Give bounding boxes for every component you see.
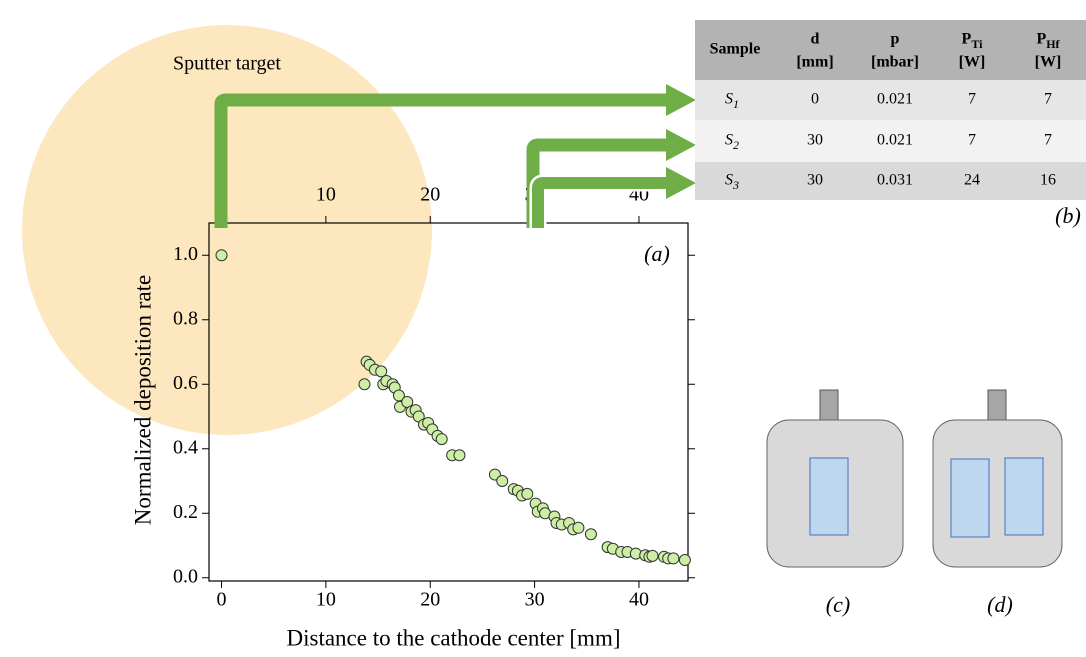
subscript: 1 xyxy=(733,97,739,111)
x-tick-label: 40 xyxy=(629,589,649,611)
point xyxy=(679,555,690,566)
point xyxy=(497,476,508,487)
cell-text: 7 xyxy=(1044,132,1052,149)
arrowhead xyxy=(666,84,696,116)
cell-text: p xyxy=(891,31,900,48)
point xyxy=(359,379,370,390)
point xyxy=(668,553,679,564)
x-tick-label: 30 xyxy=(525,589,545,611)
point xyxy=(647,550,658,561)
y-axis-label: Normalized deposition rate xyxy=(130,275,155,525)
tab xyxy=(820,390,838,424)
x-axis-label: Distance to the cathode center [mm] xyxy=(287,625,621,650)
point xyxy=(216,250,227,261)
cell-text: 0.021 xyxy=(877,132,913,149)
diagram-d xyxy=(933,390,1062,567)
point xyxy=(522,488,533,499)
cell-text: [mm] xyxy=(796,54,833,71)
cell-text: [W] xyxy=(1035,54,1062,71)
cell-text: Sample xyxy=(710,41,761,58)
panel-label: (b) xyxy=(1055,203,1081,228)
cell-text: [mbar] xyxy=(871,54,919,71)
point xyxy=(573,522,584,533)
arrowhead xyxy=(666,167,696,199)
point xyxy=(454,450,465,461)
y-tick-label: 0.4 xyxy=(173,436,198,458)
cell-text: d xyxy=(811,31,820,48)
figure: Sputter target 0010102020303040400.00.20… xyxy=(0,0,1086,657)
x-tick-label: 0 xyxy=(217,589,227,611)
panel-label: (d) xyxy=(987,592,1013,617)
cell-text: 0 xyxy=(811,91,819,108)
cell-text: 24 xyxy=(964,172,980,189)
subscript: 3 xyxy=(732,178,739,192)
substrate xyxy=(951,459,989,537)
substrate xyxy=(1005,458,1043,535)
cell-text: 7 xyxy=(968,91,976,108)
point xyxy=(436,434,447,445)
cell-text: 30 xyxy=(807,132,823,149)
cell-text: [W] xyxy=(959,54,986,71)
cell-text: 0.021 xyxy=(877,91,913,108)
subscript: Ti xyxy=(971,37,983,51)
cell-text: 30 xyxy=(807,172,823,189)
x-tick-label-top: 20 xyxy=(420,184,440,206)
substrate xyxy=(810,458,848,535)
cell-text: 0.031 xyxy=(877,172,913,189)
point xyxy=(585,529,596,540)
y-tick-label: 1.0 xyxy=(173,243,198,265)
tab xyxy=(988,390,1006,424)
subscript: Hf xyxy=(1046,37,1060,51)
target-label: Sputter target xyxy=(173,53,281,75)
cell-text: 7 xyxy=(1044,91,1052,108)
y-tick-label: 0.6 xyxy=(173,372,198,394)
panel-label: (a) xyxy=(644,241,670,266)
cell-text: 7 xyxy=(968,132,976,149)
subscript: 2 xyxy=(733,138,739,152)
y-tick-label: 0.0 xyxy=(173,565,198,587)
arrowhead xyxy=(666,129,696,161)
cell-text: 16 xyxy=(1040,172,1056,189)
y-tick-label: 0.8 xyxy=(173,307,198,329)
x-tick-label: 10 xyxy=(316,589,336,611)
y-tick-label: 0.2 xyxy=(173,501,198,523)
x-tick-label: 20 xyxy=(420,589,440,611)
diagram-c xyxy=(767,390,903,567)
panel-label: (c) xyxy=(826,592,850,617)
x-tick-label-top: 10 xyxy=(316,184,336,206)
